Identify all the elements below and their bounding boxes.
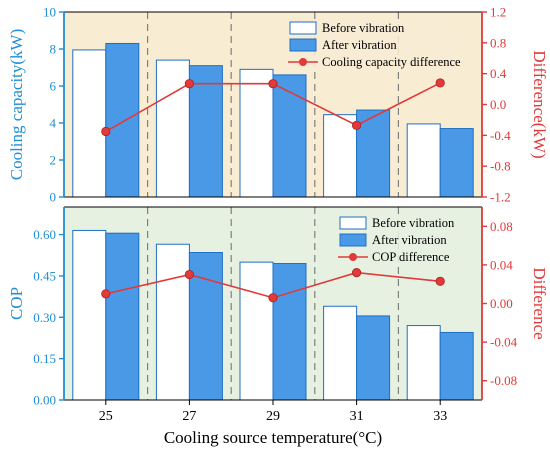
bar-after-vibration — [356, 109, 391, 198]
right-tick-label: 0.08 — [490, 219, 513, 234]
bar-after-vibration — [105, 42, 140, 198]
right-tick-label: -0.08 — [490, 373, 517, 388]
x-tick-label: 27 — [182, 409, 196, 424]
left-tick-label: 10 — [43, 5, 56, 20]
bar-before-vibration — [323, 114, 358, 198]
legend-label-after: After vibration — [322, 38, 397, 52]
legend-label-difference: COP difference — [372, 250, 450, 264]
left-tick-label: 6 — [50, 79, 57, 94]
difference-point — [268, 293, 278, 303]
bar-before-vibration — [72, 49, 107, 198]
legend-swatch-before — [339, 216, 367, 230]
x-tick-label: 33 — [433, 409, 447, 424]
bar-before-vibration — [72, 229, 107, 401]
difference-point — [435, 276, 445, 286]
bar-before-vibration — [155, 243, 190, 401]
right-tick-label: 0.00 — [490, 296, 513, 311]
difference-point — [351, 120, 362, 130]
x-tick-label: 29 — [266, 409, 280, 424]
left-axis-label: COP — [7, 287, 26, 320]
right-tick-label: 0.04 — [490, 257, 513, 272]
left-tick-label: 4 — [50, 116, 57, 131]
difference-point — [184, 269, 194, 280]
right-tick-label: -1.2 — [490, 190, 511, 205]
left-axis-label: Cooling capacity(kW) — [7, 29, 26, 181]
right-tick-label: 0.0 — [490, 97, 506, 112]
bar-after-vibration — [272, 263, 307, 401]
left-tick-label: 0 — [50, 190, 57, 205]
right-tick-label: -0.8 — [490, 159, 511, 174]
top-panel-cooling-capacity: 0 2 4 6 8 10 -1.2 -0.8 -0.4 0.0 0.4 0.8 1.2 Cooling c… — [7, 5, 549, 205]
bar-after-vibration — [439, 331, 474, 401]
legend-swatch-after — [339, 233, 367, 247]
right-tick-label: -0.04 — [490, 335, 518, 350]
legend-swatch-after — [289, 38, 317, 52]
bar-after-vibration — [439, 128, 474, 198]
bar-before-vibration — [323, 305, 358, 401]
bar-after-vibration — [356, 315, 391, 401]
right-tick-label: -0.4 — [490, 128, 511, 143]
legend-label-after: After vibration — [372, 233, 447, 247]
right-axis-label: Difference — [530, 267, 549, 339]
legend-marker-difference — [299, 58, 307, 66]
left-tick-label: 0.15 — [33, 351, 56, 366]
x-tick-label: 25 — [99, 409, 113, 424]
bar-after-vibration — [188, 65, 223, 198]
difference-point — [184, 79, 194, 89]
left-tick-label: 0.00 — [33, 393, 56, 408]
x-axis-label: Cooling source temperature(°C) — [164, 428, 382, 447]
legend-label-before: Before vibration — [372, 216, 455, 230]
bar-before-vibration — [406, 123, 441, 198]
legend-marker-difference — [349, 253, 357, 261]
bar-before-vibration — [406, 325, 441, 401]
bar-before-vibration — [239, 261, 274, 401]
right-axis-label: Difference(kW) — [530, 50, 549, 158]
left-tick-label: 0.30 — [33, 310, 56, 325]
legend-label-before: Before vibration — [322, 21, 405, 35]
difference-point — [435, 78, 445, 88]
difference-point — [351, 268, 362, 278]
bar-after-vibration — [272, 74, 307, 198]
left-tick-label: 0.60 — [33, 227, 56, 242]
legend-swatch-before — [289, 21, 317, 35]
bar-after-vibration — [188, 251, 223, 401]
difference-point — [101, 289, 111, 299]
right-tick-label: 0.4 — [490, 66, 507, 81]
left-tick-label: 8 — [50, 42, 57, 57]
bottom-panel-cop: 0.00 0.15 0.30 0.45 0.60 -0.08 -0.04 0.00 0.04 0.… — [7, 206, 549, 447]
left-tick-label: 0.45 — [33, 268, 56, 283]
bar-after-vibration — [105, 232, 140, 401]
bar-before-vibration — [155, 59, 190, 198]
left-tick-label: 2 — [50, 153, 57, 168]
x-tick-label: 31 — [350, 409, 364, 424]
right-tick-label: 0.8 — [490, 35, 506, 50]
difference-point — [268, 79, 278, 89]
legend-label-difference: Cooling capacity difference — [322, 55, 461, 69]
bar-before-vibration — [239, 68, 274, 198]
difference-point — [101, 126, 111, 137]
right-tick-label: 1.2 — [490, 5, 506, 20]
